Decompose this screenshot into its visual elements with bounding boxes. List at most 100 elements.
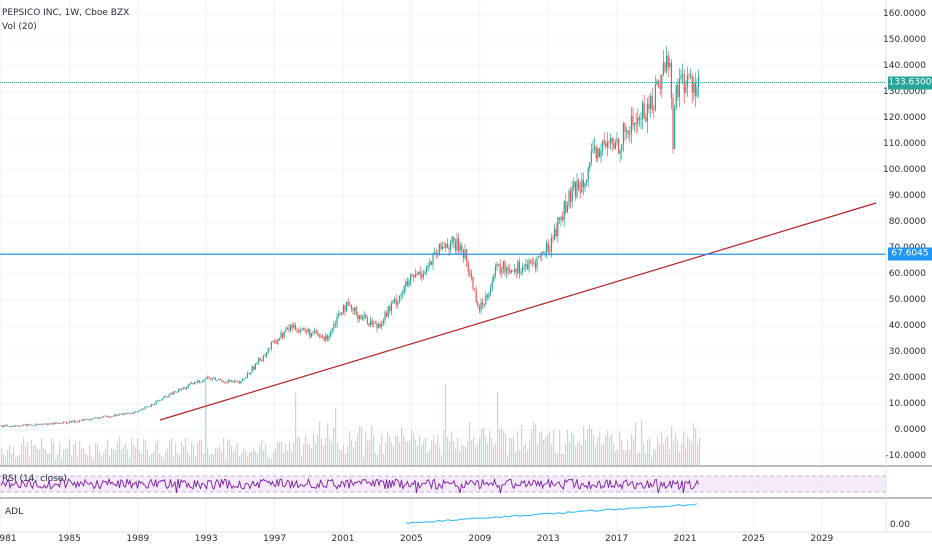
candle-body [317,332,319,336]
candle-body [85,419,87,421]
volume-bar [671,426,673,465]
time-axis-tick: 1993 [194,534,218,544]
volume-bar [181,441,183,465]
candle-body [442,247,444,249]
time-axis-tick: 1997 [263,534,287,544]
volume-bar [117,441,119,465]
volume-bar [519,449,521,465]
volume-bar [669,449,671,465]
candle-body [546,243,548,253]
volume-bar [153,451,155,465]
candle-body [131,413,133,414]
candle-body [619,150,621,154]
volume-bar [425,437,427,465]
candle-body [344,305,346,312]
volume-bar [137,437,139,465]
volume-bar [17,456,19,465]
volume-bar [515,451,517,465]
candle-body [624,124,626,132]
candle-body [366,318,368,324]
candle-body [650,96,652,109]
adl-legend[interactable]: ADL [5,507,24,517]
volume-bar [379,444,381,465]
volume-bar [301,455,303,465]
volume-bar [353,447,355,465]
time-axis-tick: 2013 [536,534,560,544]
candle-body [538,255,540,258]
volume-bar [377,455,379,465]
candle-body [653,109,655,111]
volume-bar [681,443,683,465]
candle-body [549,251,551,252]
volume-bar [27,441,29,465]
volume-bar [465,447,467,465]
volume-legend[interactable]: Vol (20) [2,22,37,32]
volume-bar [421,445,423,465]
candle-body [584,182,586,188]
candle-body [26,424,28,426]
candle-body [371,320,373,325]
candle-body [314,330,316,333]
volume-bar [553,430,555,465]
volume-bar [187,451,189,465]
candle-body [98,417,100,419]
candle-body [88,418,90,420]
volume-bar [223,437,225,465]
candle-body [555,228,557,237]
candle-body [637,117,639,125]
candle-body [357,315,359,320]
volume-bar [183,446,185,465]
candle-body [552,238,554,239]
candle-body [560,216,562,220]
candle-body [453,236,455,242]
candle-body [170,392,172,395]
price-axis-tick: 10.0000 [888,399,926,409]
volume-bar [683,431,685,465]
volume-bar [211,453,213,465]
volume-bar [613,444,615,465]
candle-body [107,415,109,418]
candle-body [294,324,296,331]
candle-body [67,422,69,424]
volume-bar [159,454,161,465]
candle-body [400,294,402,296]
volume-bar [551,445,553,465]
candle-body [562,216,564,220]
candle-body [630,116,632,134]
candle-body [102,416,104,418]
candle-body [424,271,426,274]
candle-body [403,286,405,294]
volume-bar [179,455,181,465]
trend-line[interactable] [159,202,877,421]
volume-bar [677,440,679,465]
volume-bar [699,437,701,465]
rsi-legend[interactable]: RSI (14, close) [2,474,67,484]
candle-body [222,381,224,383]
candle-body [306,329,308,332]
volume-bar [125,442,127,465]
volume-bar [609,437,611,465]
candle-body [387,306,389,317]
candle-body [405,281,407,287]
candle-body [198,380,200,383]
volume-bar [537,444,539,465]
price-axis-tick: 160.0000 [883,9,926,19]
volume-bar [653,448,655,465]
volume-bar [287,450,289,465]
volume-bar [63,449,65,465]
chart-legend-title[interactable]: PEPSICO INC, 1W, Cboe BZX [2,8,130,18]
candle-body [91,418,93,420]
candle-body [21,425,23,427]
volume-bar [541,431,543,465]
volume-bar [253,447,255,465]
candle-body [152,404,154,406]
volume-bar [185,437,187,465]
volume-bar [269,457,271,465]
candle-body [350,305,352,309]
volume-bar [61,458,63,465]
volume-bar [29,457,31,465]
candle-body [506,267,508,273]
candle-body [216,379,218,381]
candle-body [331,327,333,331]
